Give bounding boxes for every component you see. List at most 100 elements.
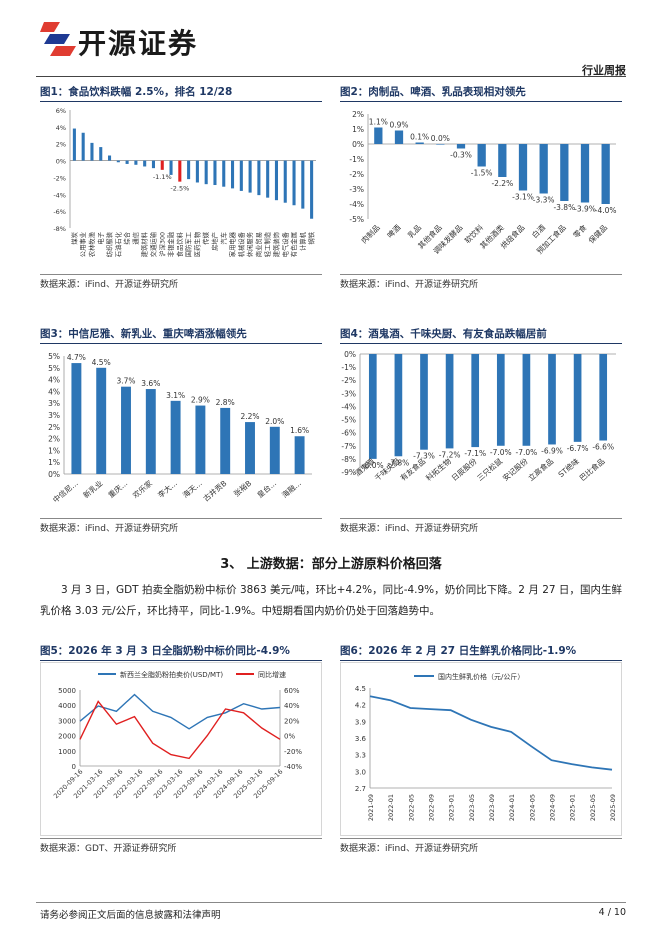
fig4-bar [445, 354, 454, 449]
fig4-bar [599, 354, 608, 441]
fig4-chart: 0%-1%-2%-3%-4%-5%-6%-7%-8%-9%-8.0%酒鬼酒 -7.… [341, 350, 616, 483]
fig2-category-label: 零食 [571, 222, 589, 240]
fig3-category-label: 欢乐家 [130, 478, 154, 500]
fig6-x-tick: 2022-05 [407, 794, 415, 821]
fig4-data-label: -7.8% [388, 458, 410, 467]
fig1-source-rule [40, 274, 322, 275]
fig6-x-tick: 2025-01 [569, 794, 577, 821]
header-divider [36, 76, 626, 77]
fig1-y-tick: -4% [53, 191, 66, 199]
fig1-category-label: 医药生物 [192, 232, 201, 257]
fig1-category-label: 交通运输 [148, 231, 157, 257]
fig6-source: 数据来源：iFind、开源证券研究所 [340, 844, 478, 854]
fig2-category-label: 啤酒 [385, 222, 403, 240]
fig2-bar [539, 144, 548, 194]
fig4-y-tick: -8% [341, 455, 356, 464]
fig3-data-label: 3.1% [166, 391, 185, 400]
fig2-data-label: -1.5% [471, 169, 493, 178]
fig3-category-label: 古井贡B [201, 478, 229, 503]
fig3-data-label: 3.7% [116, 377, 135, 386]
fig4-source-rule [340, 518, 622, 519]
fig2-category-label: 乳品 [405, 222, 423, 240]
fig1-category-label: 公用事业 [78, 232, 87, 257]
fig4-bar [471, 354, 480, 448]
fig3-chart: 5% 5% 4% 4% 3% 3% 2% 2% 1% 1% 0% 4.7% 中信尼... 4.5% 新乳业 3… [48, 352, 312, 505]
fig3-category-label: 皇台... [255, 478, 278, 500]
fig2-bar [580, 144, 590, 203]
fig2-bar [436, 144, 445, 145]
fig1-bar [301, 160, 305, 209]
fig3-category-label: 新乳业 [81, 478, 105, 500]
fig1-bar [292, 160, 296, 206]
fig4-data-label: -7.0% [490, 448, 512, 457]
fig1-y-tick: -2% [53, 174, 66, 182]
fig2-y-tick: -3% [349, 185, 364, 194]
fig1-bar [169, 160, 173, 175]
fig1-category-label: 有色金属 [289, 232, 298, 257]
fig4-bar [394, 354, 403, 457]
fig3-category-label: 李大... [155, 478, 178, 500]
fig5-y-tick-left: 5000 [58, 687, 76, 695]
fig2-bar [477, 144, 486, 167]
fig3-bar [245, 422, 255, 474]
fig2-y-tick: -1% [349, 155, 364, 164]
fig5-title-rule [40, 660, 322, 661]
fig1-bar [266, 160, 270, 198]
fig2-bar [601, 144, 610, 204]
fig2-bar [394, 130, 404, 144]
footer-disclaimer: 请务必参阅正文后面的信息披露和法律声明 [40, 910, 221, 921]
fig3-bar [96, 367, 107, 474]
fig3-bar [170, 400, 181, 474]
fig1-category-label: 农林牧渔 [87, 232, 96, 257]
fig1-category-label: 食品饮料 [175, 231, 184, 257]
fig2-data-label: 0.1% [410, 133, 429, 142]
fig6-x-tick: 2025-09 [609, 794, 617, 821]
fig1-title-rule [40, 101, 322, 102]
fig1-bar [213, 160, 217, 186]
fig1-bar [310, 160, 314, 219]
fig6-y-tick: 4.2 [355, 702, 366, 710]
fig4-y-tick: -6% [341, 429, 356, 438]
fig1-data-label: -1.1% [153, 173, 172, 181]
fig4-data-label: -8.0% [362, 461, 384, 470]
fig1-bar [178, 160, 182, 182]
fig1-bar [72, 128, 76, 161]
fig3-category-label: 海融... [279, 478, 302, 500]
fig1-bar [187, 160, 191, 180]
fig6-x-tick: 2021-09 [367, 794, 375, 821]
fig6-source-rule [340, 838, 622, 839]
fig1-chart: 6% 4% 2% 0% -2% -4% -6% -8%煤炭 公用事业 农林牧渔 电子 纺织服装 石油石化… [53, 107, 316, 257]
fig3-y-tick: 5% [48, 364, 60, 373]
fig3-source-rule [40, 518, 322, 519]
fig1-bar [204, 160, 208, 185]
fig6-x-tick: 2024-05 [528, 794, 536, 821]
fig5-legend-label: 同比增速 [258, 670, 286, 679]
fig3-category-label: 中信尼... [51, 478, 80, 505]
fig5-legend-label: 新西兰全脂奶粉拍卖价(USD/MT) [120, 670, 223, 679]
fig6-y-tick: 3.9 [355, 718, 366, 726]
fig2-data-label: -3.8% [553, 203, 575, 212]
fig1-source: 数据来源：iFind、开源证券研究所 [40, 280, 178, 290]
fig4-title-rule [340, 343, 622, 344]
fig1-category-label: 综合 [122, 231, 131, 244]
fig2-data-label: -0.3% [450, 151, 472, 160]
fig1-category-label: 钢铁 [307, 231, 316, 244]
fig3-data-label: 2.0% [265, 417, 284, 426]
fig6-frame [340, 662, 622, 836]
fig3-title: 图3：中信尼雅、新乳业、重庆啤酒涨幅领先 [40, 328, 247, 340]
fig3-data-label: 4.5% [92, 358, 111, 367]
fig1-category-label: 电子 [96, 232, 105, 245]
fig1-category-label: 机械设备 [236, 231, 245, 257]
fig4-bar [496, 354, 505, 446]
fig2-data-label: -2.2% [491, 179, 513, 188]
fig2-bar [518, 144, 528, 191]
fig5-source-rule [40, 838, 322, 839]
fig1-data-label: -2.5% [170, 185, 189, 193]
fig2-bar [415, 142, 424, 144]
fig2-chart: 2% 1% 0% -1% -2% -3% -4% -5% 1.1% 肉制品 0.9% 啤酒 0.1% 乳品… [349, 110, 616, 256]
fig5-y-tick-right: -40% [284, 763, 302, 771]
fig1-y-tick: 4% [56, 124, 66, 132]
fig4-bar [368, 354, 377, 459]
fig1-category-label: 电气设备 [280, 231, 289, 257]
fig5-y-tick-left: 2000 [58, 733, 76, 741]
